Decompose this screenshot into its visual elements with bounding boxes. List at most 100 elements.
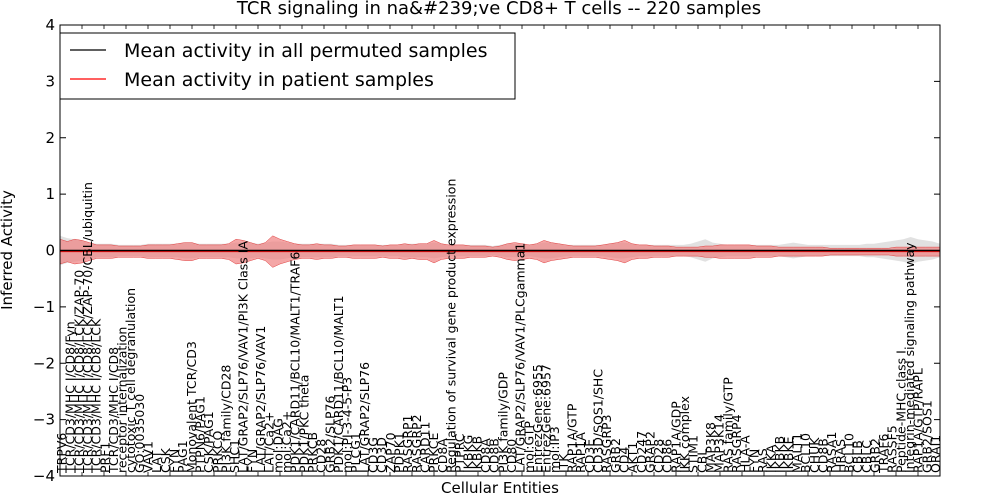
- entity-label: PRKCE: [426, 433, 441, 473]
- entity-label: HRAS: [833, 439, 848, 473]
- entity-label: PRF1: [97, 442, 112, 473]
- entity-label: mol:Ca2+: [279, 411, 294, 473]
- entity-label: VAV1: [141, 441, 156, 473]
- entity-label: ORAI1: [928, 435, 943, 473]
- entity-label: TCR/CD3/MHC I/CD8/LCK/ZAP-70/CBL/ubiquit…: [80, 182, 95, 474]
- entity-label: CD4: [616, 447, 631, 473]
- entity-label: CBL: [694, 449, 709, 473]
- entity-label: CARD11: [417, 422, 432, 474]
- x-axis-ticks: [59, 25, 941, 476]
- axes-frame: [59, 24, 941, 477]
- entity-label: EntrezGene:6955: [530, 364, 545, 473]
- entity-label: CHUK: [807, 437, 822, 473]
- legend-label-permuted: Mean activity in all permuted samples: [124, 40, 487, 62]
- entity-label: cytotoxic T cell degranulation: [123, 288, 138, 473]
- entity-label: CD3G: [366, 437, 381, 473]
- entity-label: receptor internalization: [115, 327, 130, 473]
- entity-label: Integrin-mediated signaling pathway: [902, 242, 917, 473]
- entity-label: RASGRP3: [599, 414, 614, 473]
- x-axis-label: Cellular Entities: [441, 479, 559, 497]
- y-tick-label: 0: [45, 242, 55, 260]
- entity-label: TCR/CD3/MHC I/CD8/Fyn: [63, 321, 78, 474]
- y-tick-label: 4: [45, 16, 55, 34]
- entity-label: MALT1: [790, 433, 805, 473]
- entity-label: RASGRP4: [729, 414, 744, 473]
- entity-label: AKT1: [625, 442, 640, 473]
- y-tick-label: 2: [45, 129, 55, 147]
- entity-label: EntrezGene:6957: [539, 364, 554, 473]
- entity-label: GRB2: [867, 438, 882, 473]
- entity-label: CD28: [314, 439, 329, 473]
- entity-label: CD3D/SOS1/SHC: [591, 369, 606, 473]
- entity-label: IKBKE: [781, 436, 796, 473]
- entity-label: GRB2/SOS1: [919, 400, 934, 473]
- entity-label: FYN: [746, 449, 761, 473]
- entity-label: Monovalent TCR/CD3: [184, 341, 199, 473]
- entity-label: CD86: [660, 439, 675, 473]
- entity-label: TCR/CD3/MHC I/CD8: [106, 347, 121, 474]
- entity-label: CBLC: [859, 440, 874, 473]
- entity-label: SHC1: [227, 439, 242, 473]
- entity-label: IKK complex: [677, 396, 692, 473]
- entity-label: CD3D: [374, 437, 389, 473]
- entity-label: RAS: [755, 448, 770, 473]
- entity-label: CD80: [504, 439, 519, 473]
- y-axis-ticks: −4 −3 −2 −1 0 1 2 3 4: [33, 16, 940, 485]
- chart-title: TCR signaling in na&#239;ve CD8+ T cells…: [236, 0, 761, 19]
- entity-label: PLCG1: [348, 432, 363, 473]
- entity-label: PTPN6/PAG1: [192, 396, 207, 473]
- entity-label: RASGRP2: [409, 414, 424, 473]
- legend-label-patient: Mean activity in patient samples: [124, 69, 434, 91]
- entity-label: CSK/PAG1: [201, 411, 216, 473]
- entity-label: PRKCB: [305, 432, 320, 473]
- entity-label: RAS family/GTP: [720, 377, 735, 473]
- entity-label: RASA1: [824, 432, 839, 473]
- entity-label: CD28: [651, 439, 666, 473]
- entity-label: CD247: [634, 431, 649, 473]
- entity-label: PDPK1: [391, 432, 406, 473]
- entity-label: RAP1A/GDP: [668, 401, 683, 473]
- y-axis-label: Inferred Activity: [0, 190, 16, 310]
- entity-label: GRB2/SLP76: [322, 395, 337, 473]
- entity-label: GRB2: [608, 438, 623, 473]
- y-tick-label: 1: [45, 185, 55, 203]
- entity-label: mol:PI-3-4-5-P3: [340, 377, 355, 473]
- entity-label: RAP1A/GTP/RAPL: [911, 368, 926, 473]
- entity-label: TCR/CD3/MHC I/CD8/LCK: [89, 318, 104, 474]
- entity-label: RASGRP1: [400, 414, 415, 473]
- entity-label: PTPRC: [452, 433, 467, 473]
- entity-label: CD3E: [582, 439, 597, 473]
- legend: Mean activity in all permuted samples Me…: [59, 32, 516, 100]
- entity-label: LAT: [149, 450, 164, 473]
- legend-box: [59, 32, 516, 100]
- entity-label: TRPV6: [54, 433, 69, 474]
- entity-label: GRAP2: [642, 431, 657, 473]
- entity-label: CD8B: [816, 438, 831, 473]
- entity-label: CBLB: [850, 440, 865, 473]
- entity-label: MAP3K14: [712, 414, 727, 473]
- y-tick-label: −2: [33, 354, 55, 372]
- entity-label: PDK1/PKC theta: [296, 375, 311, 473]
- entity-label: CSK: [158, 447, 173, 473]
- entity-label: FYN: [244, 449, 259, 473]
- entity-label: LAT/GRAP2/SLP76/VAV1: [253, 326, 268, 473]
- y-tick-label: −4: [33, 467, 55, 485]
- entity-label: LAT/Ca2+: [262, 412, 277, 474]
- entity-label: TRAF6: [876, 433, 891, 474]
- entity-label: PI3K family/CD28: [218, 365, 233, 473]
- entity-label: ZAP70: [383, 432, 398, 473]
- entity-label: PAG1: [175, 440, 190, 473]
- entity-label: FYN: [166, 449, 181, 473]
- entity-label: MAP3K8: [703, 422, 718, 473]
- entity-label: TCR/CD3/MHC I/CD8/LCK/ZAP-70: [71, 270, 86, 474]
- entity-label: BCL10: [841, 433, 856, 473]
- entity-label: PDK1/CARD11/BCL10/MALT1/TRAF6: [288, 252, 303, 473]
- entity-label: LAT/GRAP2/SLP76/VAV1/PLCgamma1: [513, 243, 528, 473]
- entity-label: mol:GTP: [521, 421, 536, 473]
- entity-label: HLA-A: [738, 435, 753, 473]
- entity-label: RASSF5: [885, 425, 900, 473]
- entity-label: IKBKG: [461, 435, 476, 473]
- entity-label: IKBKB: [469, 436, 484, 473]
